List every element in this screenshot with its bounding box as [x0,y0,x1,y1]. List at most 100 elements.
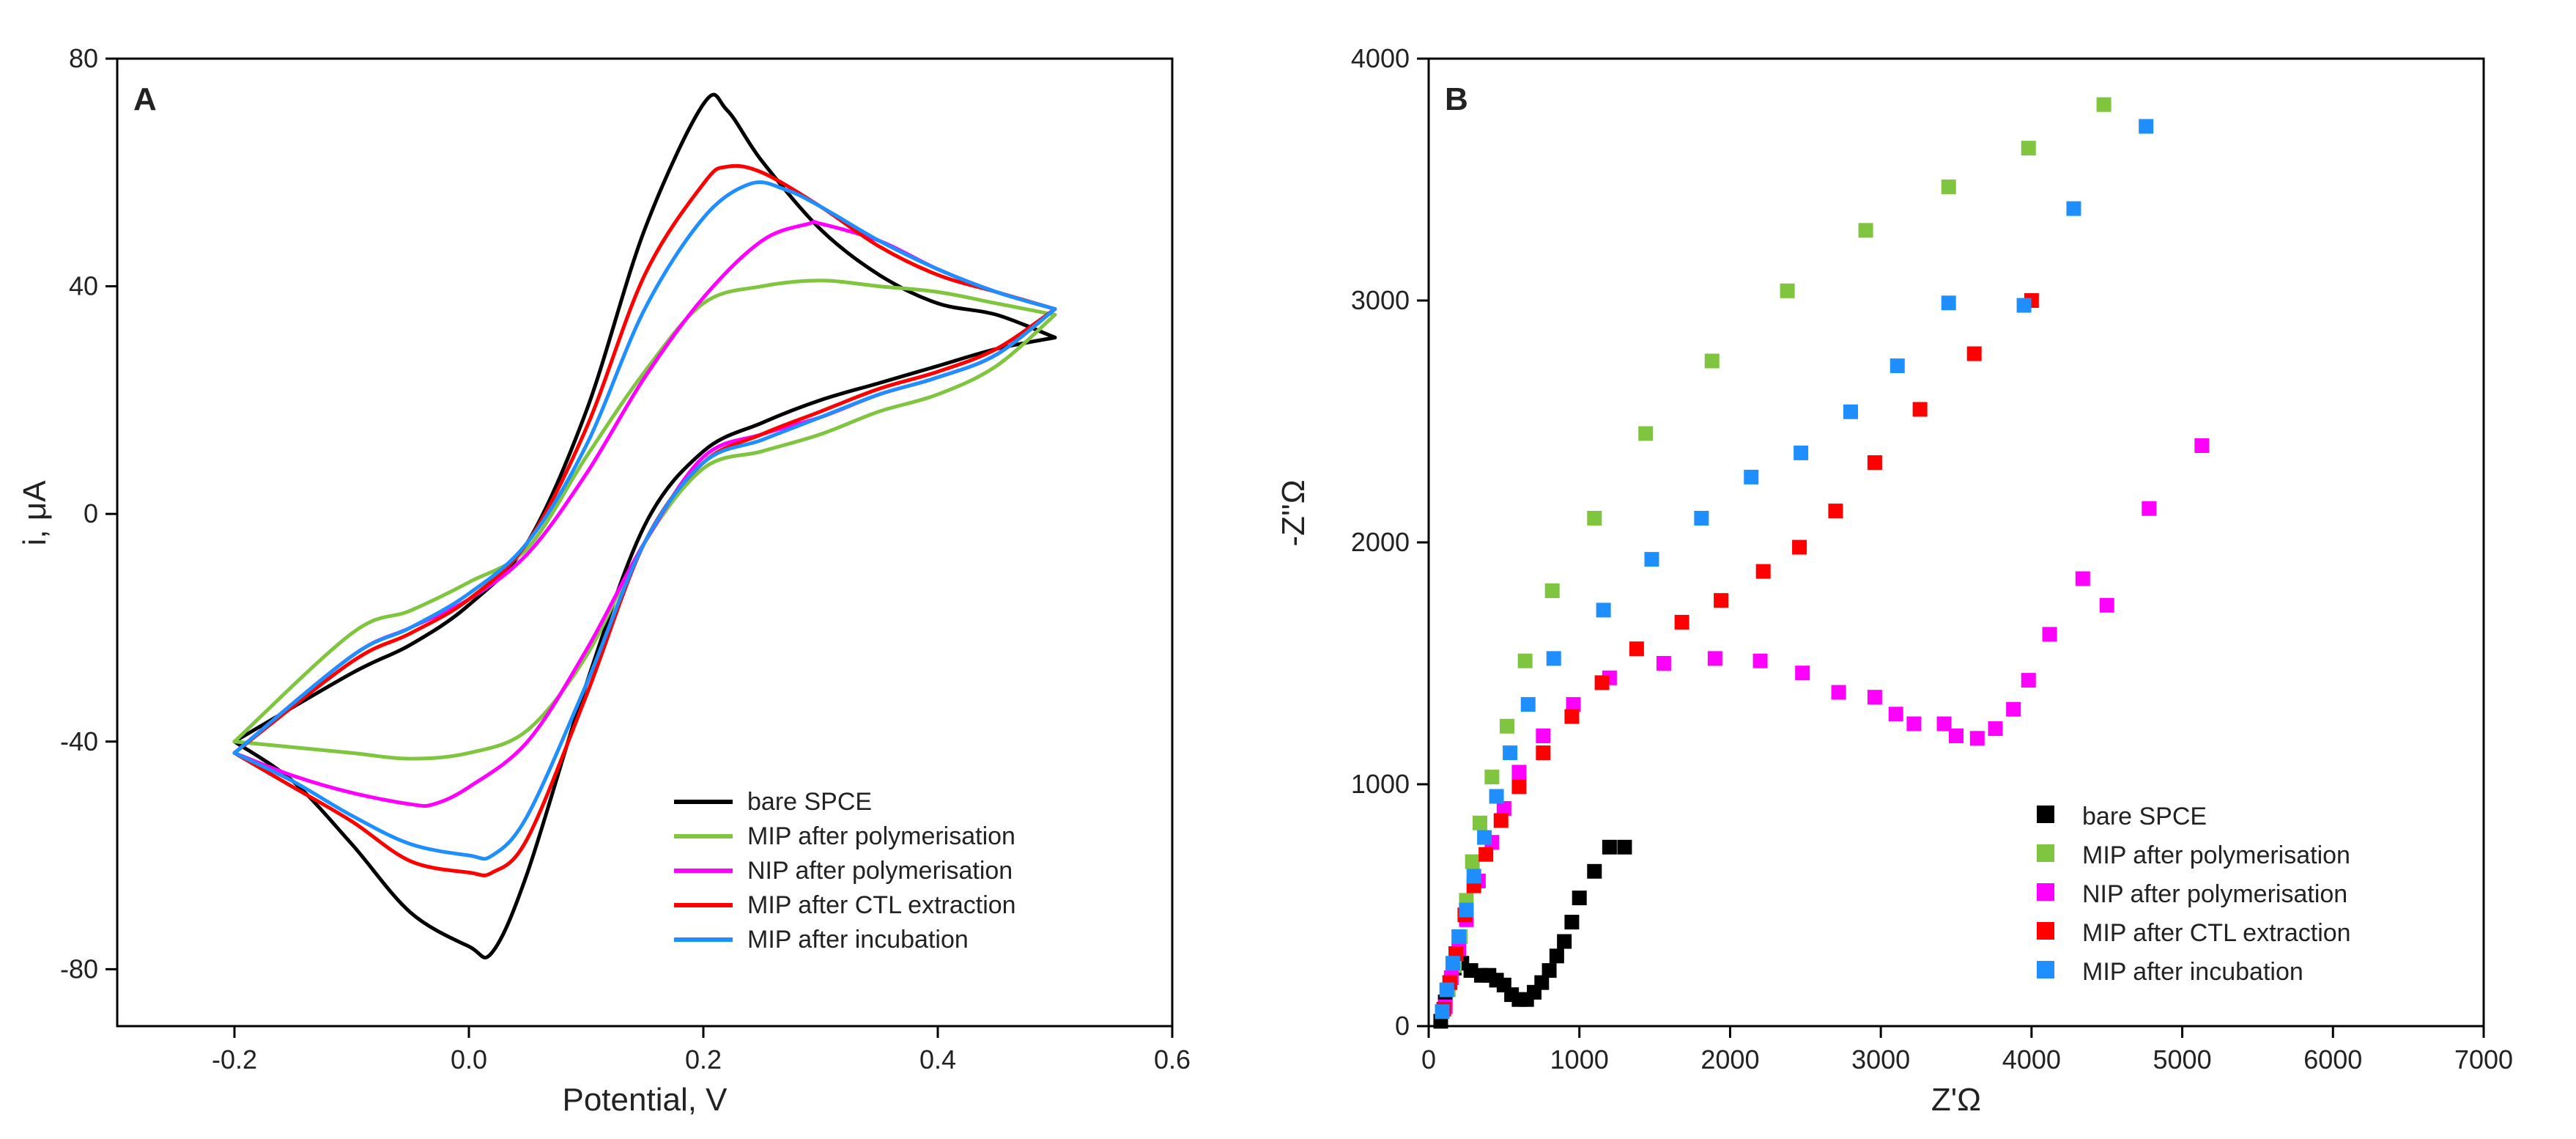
legend-label-bare-spce: bare SPCE [747,788,872,816]
data-point-nip-after-polymerisation [1969,731,1985,746]
data-point-mip-after-incubation [1451,929,1467,944]
data-point-mip-after-ctl-extraction [1828,504,1843,519]
data-point-mip-after-ctl-extraction [1536,745,1551,761]
panel-b-x-tick-label: 4000 [2002,1044,2061,1075]
panel-a-y-tick-label: 80 [69,43,98,73]
cv-curve-mip-after-ctl-extraction-reverse [232,307,1057,877]
data-point-mip-after-polymerisation [1544,583,1560,598]
legend-label-nip-after-polymerisation: NIP after polymerisation [2082,880,2347,908]
panel-a-y-tick-label: 40 [69,271,98,301]
panel-a-plot-frame [116,57,1174,1028]
legend-marker-mip-after-incubation [2037,961,2054,978]
cv-curve-nip-after-polymerisation-reverse [232,307,1057,808]
cv-curve-mip-after-ctl-extraction-forward [232,163,1057,755]
data-point-mip-after-incubation [1445,956,1460,971]
data-point-bare-spce [1572,891,1587,906]
panel-a-x-axis-label: Potential, V [562,1082,728,1118]
data-point-bare-spce [1602,839,1617,855]
data-point-nip-after-polymerisation [2194,438,2210,453]
panel-a-x-tick-label: -0.2 [212,1044,257,1075]
panel-b-x-tick-label: 0 [1421,1044,1436,1075]
data-point-bare-spce [1617,839,1632,855]
cv-curve-mip-after-incubation-reverse [232,307,1057,861]
data-point-mip-after-ctl-extraction [1867,455,1882,471]
panel-b-y-tick-label: 3000 [1351,285,1410,315]
data-point-mip-after-polymerisation [2021,141,2036,156]
data-point-mip-after-polymerisation [1638,426,1654,441]
data-point-mip-after-incubation [1890,358,1905,374]
panel-b-x-tick-label: 3000 [1851,1044,1910,1075]
legend-label-bare-spce: bare SPCE [2082,803,2207,830]
data-point-nip-after-polymerisation [1566,697,1581,712]
data-point-bare-spce [1557,934,1572,949]
data-point-mip-after-incubation [1489,789,1504,804]
data-point-mip-after-polymerisation [1858,223,1873,238]
cv-curve-mip-after-polymerisation-reverse [232,312,1057,761]
legend-label-mip-after-polymerisation: MIP after polymerisation [2082,841,2350,869]
data-point-nip-after-polymerisation [1753,653,1768,668]
data-point-mip-after-polymerisation [1517,653,1533,668]
panel-a-cyclic-voltammogram: A -80 -40 0 40 80 -0.2 0.0 0.2 0.4 0.6 Potential… [17,43,1191,1118]
data-point-nip-after-polymerisation [1511,764,1527,780]
data-point-nip-after-polymerisation [2075,571,2090,586]
data-point-mip-after-polymerisation [1472,815,1487,830]
panel-a-y-tick-label: 0 [84,498,98,528]
series-mip-after-polymerisation [1435,97,2111,1020]
legend-label-mip-after-ctl-extraction: MIP after CTL extraction [2082,919,2351,947]
data-point-nip-after-polymerisation [1496,801,1511,816]
panel-b-y-tick-label: 0 [1395,1011,1410,1041]
data-point-mip-after-incubation [2016,298,2032,313]
data-point-nip-after-polymerisation [2006,701,2021,717]
data-point-nip-after-polymerisation [1936,716,1952,731]
panel-a-letter: A [133,81,157,117]
panel-a-x-tick-label: 0.6 [1154,1044,1191,1075]
legend-marker-mip-after-polymerisation [2037,844,2054,862]
panel-a-x-ticks: -0.2 0.0 0.2 0.4 0.6 [212,1026,1191,1075]
data-point-mip-after-incubation [1644,552,1659,567]
data-point-nip-after-polymerisation [1888,707,1903,722]
data-point-mip-after-ctl-extraction [1511,779,1527,795]
panel-b-nyquist-plot: B 0 1000 2000 3000 4000 0 1000 2000 3000 4000 500… [1276,43,2513,1118]
data-point-mip-after-ctl-extraction [1493,813,1509,828]
panel-b-legend: bare SPCE MIP after polymerisation NIP aft… [2037,803,2351,986]
data-point-mip-after-incubation [1546,651,1561,666]
data-point-mip-after-incubation [1744,469,1759,484]
cv-curve-bare-spce-forward [232,92,1057,744]
cv-curve-bare-spce-reverse [232,336,1057,959]
cv-curve-mip-after-polymerisation-forward [232,279,1057,744]
data-point-mip-after-incubation [1503,745,1518,761]
data-point-mip-after-incubation [1520,697,1536,712]
data-point-nip-after-polymerisation [2099,597,2114,613]
legend-label-mip-after-incubation: MIP after incubation [2082,958,2303,986]
data-point-mip-after-ctl-extraction [1792,539,1807,555]
panel-a-x-tick-label: 0.0 [451,1044,487,1075]
data-point-bare-spce [1587,863,1602,879]
panel-a-legend: bare SPCE MIP after polymerisation NIP aft… [674,788,1016,954]
data-point-mip-after-polymerisation [1465,854,1480,869]
data-point-nip-after-polymerisation [1536,729,1551,743]
data-point-mip-after-ctl-extraction [1755,564,1771,579]
legend-marker-bare-spce [2037,806,2054,823]
panel-a-y-ticks: -80 -40 0 40 80 [60,43,117,984]
data-point-mip-after-ctl-extraction [1478,847,1494,862]
data-point-mip-after-incubation [1439,982,1454,998]
data-point-nip-after-polymerisation [2021,673,2036,688]
panel-b-y-ticks: 0 1000 2000 3000 4000 [1351,43,1429,1041]
data-point-mip-after-incubation [2139,119,2154,134]
panel-b-x-ticks: 0 1000 2000 3000 4000 5000 6000 7000 [1421,1026,2513,1075]
data-point-nip-after-polymerisation [1988,721,2003,737]
data-point-nip-after-polymerisation [1656,656,1671,671]
data-point-mip-after-polymerisation [1780,283,1795,298]
data-point-mip-after-ctl-extraction [1564,709,1580,724]
data-point-nip-after-polymerisation [1867,690,1882,705]
legend-label-mip-after-incubation: MIP after incubation [747,926,969,954]
data-point-mip-after-polymerisation [1941,179,1956,194]
panel-a-y-axis-label: i, μA [17,480,53,546]
data-point-bare-spce [1541,963,1557,978]
data-point-mip-after-incubation [1794,445,1809,460]
legend-label-nip-after-polymerisation: NIP after polymerisation [747,857,1013,885]
data-point-mip-after-polymerisation [1704,353,1720,369]
data-point-bare-spce [1534,975,1550,990]
cv-curve-mip-after-incubation-forward [232,180,1057,755]
